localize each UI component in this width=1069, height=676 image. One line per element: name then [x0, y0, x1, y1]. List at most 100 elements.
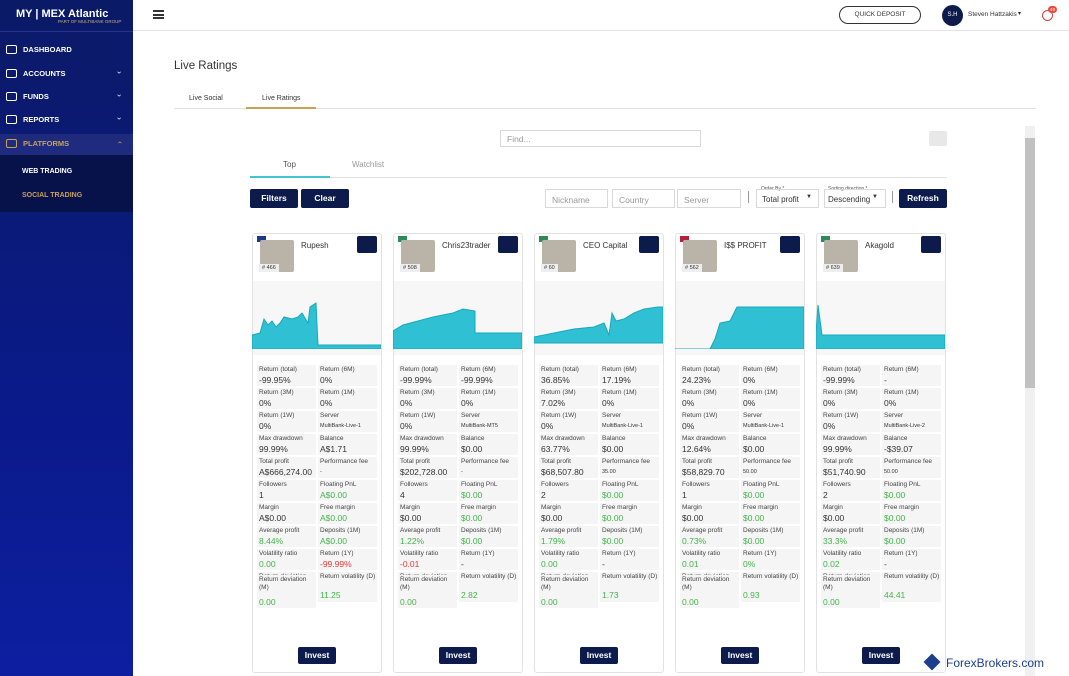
field-label: Average profit	[400, 527, 441, 534]
bookmark-button[interactable]	[357, 236, 377, 253]
field-value: 2.82	[461, 590, 478, 600]
avatar[interactable]: S.H	[942, 5, 963, 26]
field-value: 50.00	[884, 469, 898, 475]
field-value: $0.00	[541, 513, 563, 523]
nav-item[interactable]: ACCOUNTS	[23, 69, 66, 78]
field-cell	[539, 575, 598, 608]
menu-icon[interactable]	[153, 10, 164, 19]
subnav-item[interactable]: WEB TRADING	[22, 168, 73, 175]
nav-item[interactable]: REPORTS	[23, 115, 60, 124]
field-value: -99.99%	[320, 559, 352, 569]
field-cell	[600, 434, 659, 455]
subtab[interactable]: Watchlist	[352, 160, 385, 169]
field-cell	[459, 526, 518, 547]
field-cell	[539, 457, 598, 478]
field-value: 0.00	[541, 559, 558, 569]
trader-name: Chris23trader	[442, 241, 491, 250]
field-cell	[600, 388, 659, 409]
field-label: Margin	[541, 504, 561, 511]
globe[interactable]	[1042, 10, 1053, 21]
tab[interactable]: Live Social	[189, 95, 223, 102]
sparkline-svg	[533, 306, 664, 344]
field-value: 1.79%	[541, 536, 566, 546]
field-cell	[459, 457, 518, 478]
invest-button[interactable]: Invest	[439, 647, 477, 664]
bookmark-button[interactable]	[498, 236, 518, 253]
sparkline-svg	[251, 302, 382, 350]
field-cell	[600, 457, 659, 478]
field-value: 0.00	[259, 597, 276, 607]
field-label: Followers	[259, 481, 287, 488]
field-label: Free margin	[320, 504, 356, 511]
field-cell	[318, 480, 377, 501]
field-label: Total profit	[541, 458, 571, 465]
field-label: Max drawdown	[682, 435, 726, 442]
sparkline	[251, 287, 382, 354]
field-value: $0.00	[602, 444, 624, 454]
field-cell	[821, 526, 880, 547]
nav-item[interactable]: PLATFORMS	[23, 139, 70, 148]
invest-button[interactable]: Invest	[580, 647, 618, 664]
field-value: 0%	[320, 398, 333, 408]
field-label: Max drawdown	[400, 435, 444, 442]
field-cell	[741, 434, 800, 455]
tab[interactable]: Live Ratings	[262, 95, 301, 102]
field-label: Return (1M)	[884, 389, 919, 396]
field-label: Return (6M)	[320, 366, 355, 373]
bookmark-button[interactable]	[639, 236, 659, 253]
field-label: Average profit	[259, 527, 300, 534]
field-cell	[459, 572, 518, 602]
order-by[interactable]: Total profit	[756, 189, 819, 208]
subtab[interactable]: Top	[283, 160, 296, 169]
field-value: -	[320, 469, 322, 475]
filter-input[interactable]: Server	[677, 189, 741, 208]
filter-input[interactable]: Nickname	[545, 189, 608, 208]
field-cell	[741, 480, 800, 501]
sparkline-area	[251, 302, 382, 350]
field-cell	[741, 457, 800, 478]
field-value: 0%	[461, 398, 474, 408]
field-cell	[882, 503, 941, 524]
field-value: $0.00	[400, 513, 422, 523]
bookmark-button[interactable]	[780, 236, 800, 253]
field-cell	[459, 434, 518, 455]
field-cell	[398, 549, 457, 570]
field-cell	[318, 411, 377, 432]
field-cell	[257, 411, 316, 432]
subnav-bg	[0, 155, 133, 212]
nav-item[interactable]: FUNDS	[23, 92, 49, 101]
search[interactable]: Find...	[500, 130, 701, 147]
field-cell	[539, 526, 598, 547]
field-label: Average profit	[823, 527, 864, 534]
invest-button[interactable]: Invest	[862, 647, 900, 664]
field-value: 2	[541, 490, 546, 500]
field-cell	[600, 365, 659, 386]
sparkline	[392, 287, 523, 354]
field-value: $0.00	[884, 490, 906, 500]
field-value: 0.00	[400, 597, 417, 607]
theme-toggle[interactable]	[929, 131, 947, 146]
invest-button[interactable]: Invest	[298, 647, 336, 664]
sort[interactable]: Descending	[824, 189, 886, 208]
subnav-item[interactable]: SOCIAL TRADING	[22, 192, 83, 199]
field-label: Balance	[320, 435, 344, 442]
nav-active	[0, 134, 133, 155]
nav-item[interactable]: DASHBOARD	[23, 45, 72, 54]
field-cell	[882, 411, 941, 432]
field-cell	[318, 365, 377, 386]
bookmark-button[interactable]	[921, 236, 941, 253]
flag	[680, 236, 689, 242]
field-cell	[539, 503, 598, 524]
clear-button[interactable]: Clear	[301, 189, 349, 208]
field-value: 1.73	[602, 590, 619, 600]
invest-button[interactable]: Invest	[721, 647, 759, 664]
field-value: 1.22%	[400, 536, 425, 546]
field-value: $0.00	[602, 490, 624, 500]
filters-button[interactable]: Filters	[250, 189, 298, 208]
user-name[interactable]: Steven Hattzakis	[968, 11, 1017, 18]
filter-input[interactable]: Country	[612, 189, 675, 208]
quick-deposit[interactable]: QUICK DEPOSIT	[839, 6, 921, 24]
field-value: 11.25	[320, 590, 341, 600]
refresh-button[interactable]: Refresh	[899, 189, 947, 208]
field-value: -	[602, 559, 605, 569]
